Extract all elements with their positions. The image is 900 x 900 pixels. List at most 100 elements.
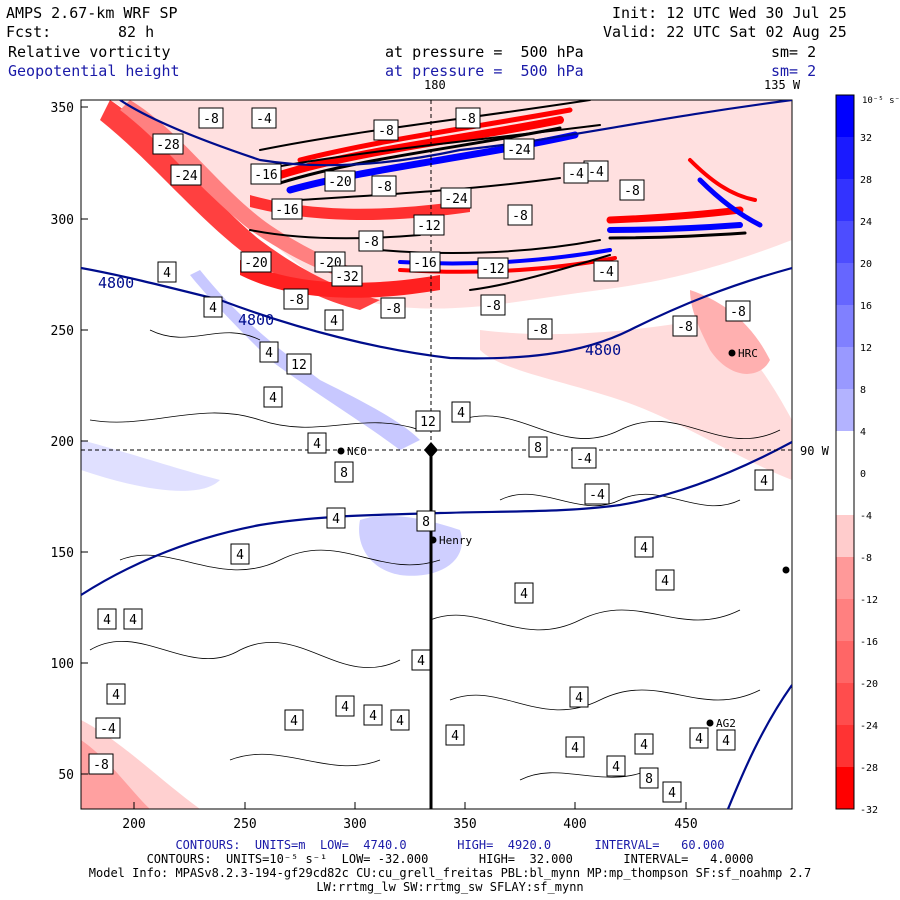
vorticity-label: -8 xyxy=(507,204,533,226)
vorticity-label: -4 xyxy=(571,447,597,469)
colorbar-label: -20 xyxy=(860,679,878,690)
colorbar-label: -8 xyxy=(860,553,872,564)
vorticity-label: -28 xyxy=(152,133,184,155)
svg-text:4: 4 xyxy=(341,700,349,715)
vorticity-label: -8 xyxy=(373,119,399,141)
svg-text:4: 4 xyxy=(369,709,377,724)
svg-text:-12: -12 xyxy=(417,219,440,234)
x-axis: 200 250 300 350 400 450 xyxy=(122,802,698,832)
field2-smoothing: sm= 2 xyxy=(771,62,817,80)
svg-text:-4: -4 xyxy=(589,488,605,503)
colorbar-swatch xyxy=(836,179,854,221)
vorticity-label: 4 xyxy=(634,733,654,755)
vorticity-label: -8 xyxy=(455,107,481,129)
colorbar-swatch xyxy=(836,683,854,725)
vorticity-label: 12 xyxy=(286,353,312,375)
vorticity-label: 4 xyxy=(662,781,682,803)
map-panel: 4800 4800 4800 180 135 W 90 W 200 250 300 3… xyxy=(51,78,900,832)
svg-text:4: 4 xyxy=(129,613,137,628)
svg-text:4: 4 xyxy=(265,346,273,361)
vorticity-label: 4 xyxy=(307,432,327,454)
svg-text:4: 4 xyxy=(417,654,425,669)
y-tick-label: 150 xyxy=(51,546,74,561)
vorticity-label: 4 xyxy=(569,686,589,708)
station-hrc: HRC xyxy=(738,347,758,360)
y-tick-label: 100 xyxy=(51,657,74,672)
vorticity-label: -4 xyxy=(95,717,121,739)
y-tick-label: 200 xyxy=(51,435,74,450)
svg-text:4: 4 xyxy=(695,732,703,747)
vorticity-label: 4 xyxy=(451,401,471,423)
height-label: 4800 xyxy=(238,311,274,329)
vorticity-label: -8 xyxy=(283,288,309,310)
vorticity-label: 4 xyxy=(157,261,177,283)
vorticity-label: 4 xyxy=(445,724,465,746)
vorticity-label: 4 xyxy=(363,704,383,726)
vorticity-label: 12 xyxy=(415,410,441,432)
vorticity-label: -20 xyxy=(240,251,272,273)
vorticity-label: -8 xyxy=(619,179,645,201)
colorbar-swatch xyxy=(836,515,854,557)
vorticity-label: -4 xyxy=(563,162,589,184)
svg-text:4: 4 xyxy=(330,314,338,329)
svg-text:-28: -28 xyxy=(156,138,179,153)
svg-text:-16: -16 xyxy=(254,168,277,183)
svg-text:-32: -32 xyxy=(335,270,358,285)
vorticity-label: 4 xyxy=(411,649,431,671)
svg-text:-4: -4 xyxy=(598,265,614,280)
colorbar-swatch xyxy=(836,263,854,305)
svg-text:8: 8 xyxy=(645,772,653,787)
model-title: AMPS 2.67-km WRF SP xyxy=(6,4,178,22)
svg-text:4: 4 xyxy=(520,587,528,602)
svg-text:8: 8 xyxy=(534,441,542,456)
vorticity-labels: -8 -4 -8 -8 -28 -20 -24 -24 -16 -8 -12 -4 -8 -4 -16 -8 -… xyxy=(88,107,774,803)
colorbar-swatch xyxy=(836,305,854,347)
svg-text:4: 4 xyxy=(668,786,676,801)
svg-text:-8: -8 xyxy=(532,323,548,338)
colorbar-label: -12 xyxy=(860,595,878,606)
colorbar-swatch xyxy=(836,221,854,263)
y-axis: 350 300 250 200 150 100 50 xyxy=(51,101,88,783)
vorticity-label: -8 xyxy=(480,294,506,316)
colorbar-label: 4 xyxy=(860,427,866,438)
colorbar-label: 20 xyxy=(860,259,872,270)
svg-text:4: 4 xyxy=(209,301,217,316)
svg-text:12: 12 xyxy=(291,358,307,373)
svg-text:-8: -8 xyxy=(460,112,476,127)
vorticity-label: 4 xyxy=(514,582,534,604)
vorticity-label: 4 xyxy=(689,727,709,749)
vorticity-label: 8 xyxy=(528,436,548,458)
vorticity-label: -16 xyxy=(409,251,441,273)
field1-smoothing: sm= 2 xyxy=(771,43,817,61)
colorbar-label: 12 xyxy=(860,343,872,354)
vorticity-label: 4 xyxy=(716,729,736,751)
vorticity-label: -8 xyxy=(88,753,114,775)
forecast-hour: 82 h xyxy=(118,23,155,41)
svg-text:-8: -8 xyxy=(376,180,392,195)
svg-text:-8: -8 xyxy=(378,124,394,139)
colorbar-label: -4 xyxy=(860,511,872,522)
vorticity-label: -16 xyxy=(250,163,282,185)
vorticity-label: -8 xyxy=(380,297,406,319)
x-tick-label: 300 xyxy=(343,817,366,832)
colorbar-label: 28 xyxy=(860,175,872,186)
svg-text:-4: -4 xyxy=(576,452,592,467)
svg-text:4: 4 xyxy=(640,541,648,556)
svg-text:8: 8 xyxy=(340,466,348,481)
svg-text:-20: -20 xyxy=(244,256,267,271)
vorticity-label: -8 xyxy=(358,230,384,252)
colorbar-swatch xyxy=(836,473,854,515)
svg-text:4: 4 xyxy=(612,760,620,775)
y-tick-label: 300 xyxy=(51,213,74,228)
svg-text:-8: -8 xyxy=(288,293,304,308)
vorticity-label: 4 xyxy=(284,709,304,731)
plot-frame xyxy=(80,99,793,810)
station-ag2: AG2 xyxy=(716,717,736,730)
colorbar-label: -28 xyxy=(860,763,878,774)
svg-text:-20: -20 xyxy=(328,175,351,190)
colorbar-label: 32 xyxy=(860,133,872,144)
vorticity-label: 8 xyxy=(416,510,436,532)
svg-text:4: 4 xyxy=(396,714,404,729)
svg-text:-8: -8 xyxy=(363,235,379,250)
height-label: 4800 xyxy=(585,341,621,359)
